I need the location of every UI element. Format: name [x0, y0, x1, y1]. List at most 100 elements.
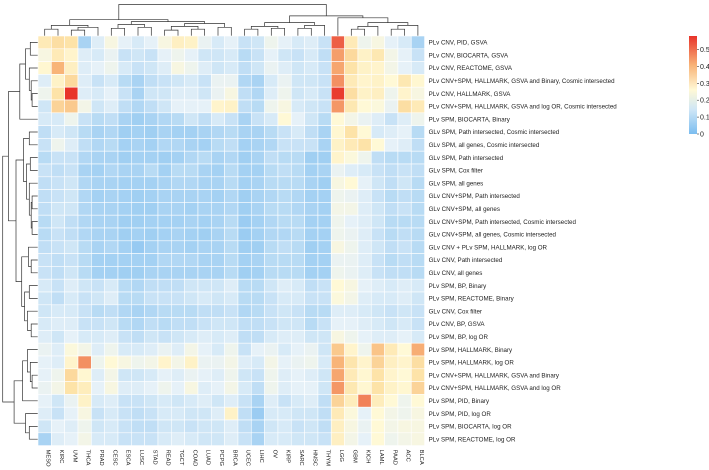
heatmap-cell — [91, 150, 105, 165]
heatmap-cell — [264, 368, 279, 382]
heatmap-cell — [384, 86, 399, 101]
column-label: BLCA — [418, 450, 424, 465]
heatmap-cell — [144, 266, 159, 280]
heatmap-cell — [184, 86, 199, 101]
heatmap-cell — [397, 150, 412, 165]
heatmap-cell — [104, 48, 119, 62]
heatmap-cell — [104, 266, 119, 280]
heatmap-cell — [144, 419, 159, 434]
heatmap-cell — [357, 176, 372, 190]
heatmap-cell — [317, 317, 332, 331]
heatmap-cell — [370, 202, 385, 216]
heatmap-cell — [117, 150, 132, 165]
heatmap-cell — [157, 176, 172, 190]
heatmap-cell — [210, 227, 225, 242]
heatmap-cell — [224, 189, 239, 203]
heatmap-cell — [64, 355, 79, 370]
heatmap-cell — [224, 74, 239, 88]
heatmap-cell — [384, 394, 399, 408]
heatmap-cell — [104, 150, 119, 165]
heatmap-cell — [264, 291, 279, 306]
heatmap-cell — [277, 394, 292, 408]
heatmap-cell — [264, 125, 279, 139]
heatmap-cell — [264, 86, 279, 101]
heatmap-cell — [237, 150, 252, 165]
heatmap-cell — [157, 368, 172, 382]
heatmap-cell — [104, 240, 119, 254]
heatmap-cell — [264, 176, 279, 190]
heatmap-cell — [357, 394, 372, 408]
heatmap-cell — [357, 266, 372, 280]
heatmap-cell — [397, 74, 412, 88]
heatmap-cell — [64, 86, 79, 101]
heatmap-cell — [277, 202, 292, 216]
heatmap-cell — [384, 406, 399, 421]
heatmap-cell — [117, 125, 132, 139]
heatmap-cell — [37, 202, 52, 216]
heatmap-cell — [131, 125, 145, 139]
dendrogram-link — [8, 91, 20, 222]
heatmap-cell — [64, 163, 79, 178]
colorbar-tick-label: 0.4 — [700, 64, 709, 71]
row-label: PLv CNV+SPM, HALLMARK, GSVA and Binary, … — [429, 78, 616, 85]
heatmap-cell — [197, 240, 212, 254]
heatmap-cell — [51, 355, 65, 370]
heatmap-cell — [304, 253, 319, 267]
heatmap-cell — [384, 74, 399, 88]
dendrogram-link — [15, 159, 24, 282]
colorbar-tick-label: 0.5 — [700, 47, 709, 54]
heatmap-cell — [277, 189, 292, 203]
heatmap-cell — [344, 35, 359, 50]
heatmap-cell — [384, 189, 399, 203]
heatmap-cell — [304, 214, 319, 229]
row-label: PLv CNV, BIOCARTA, GSVA — [429, 52, 509, 59]
heatmap-cell — [91, 61, 105, 75]
heatmap-cell — [77, 125, 92, 139]
heatmap-cell — [344, 266, 359, 280]
heatmap-cell — [184, 176, 199, 190]
heatmap-cell — [304, 202, 319, 216]
heatmap-cell — [37, 74, 52, 88]
dendrogram-link — [13, 380, 26, 424]
heatmap-cell — [290, 278, 305, 293]
heatmap-cell — [370, 138, 385, 152]
heatmap-cell — [184, 189, 199, 203]
heatmap-cell — [237, 342, 252, 357]
heatmap-cell — [370, 227, 385, 242]
heatmap-cell — [197, 138, 212, 152]
dendrogram-link — [19, 63, 38, 120]
heatmap-cell — [304, 368, 319, 382]
heatmap-cell — [51, 266, 65, 280]
heatmap-cell — [51, 150, 65, 165]
heatmap-cell — [144, 99, 159, 114]
heatmap-cell — [304, 227, 319, 242]
heatmap-cell — [410, 342, 425, 357]
row-label: PLv CNV+SPM, HALLMARK, GSVA and Binary — [429, 372, 560, 379]
heatmap-cell — [91, 86, 105, 101]
heatmap-cell — [64, 202, 79, 216]
heatmap-cell — [104, 253, 119, 267]
column-label: PCPG — [218, 450, 224, 467]
heatmap-cell — [131, 317, 145, 331]
row-label: PLv SPM, BIOCARTA, log OR — [429, 424, 513, 431]
heatmap-cell — [237, 240, 252, 254]
heatmap-cell — [330, 176, 345, 190]
heatmap-cell — [370, 304, 385, 318]
heatmap-cell — [210, 35, 225, 50]
heatmap-cell — [250, 381, 265, 395]
heatmap-cell — [330, 74, 345, 88]
heatmap-cell — [37, 419, 52, 434]
heatmap-cell — [397, 419, 412, 434]
dendrogram-link — [137, 26, 152, 36]
dendrogram-link — [337, 17, 389, 36]
heatmap-cell — [237, 291, 252, 306]
heatmap-cell — [171, 74, 185, 88]
heatmap-cell — [157, 304, 172, 318]
heatmap-cell — [290, 189, 305, 203]
heatmap-cell — [330, 240, 345, 254]
heatmap-cell — [290, 330, 305, 344]
heatmap-cell — [117, 99, 132, 114]
heatmap-cell — [37, 86, 52, 101]
heatmap-cell — [250, 48, 265, 62]
row-label: PLv SPM, HALLMARK, log OR — [429, 360, 515, 367]
